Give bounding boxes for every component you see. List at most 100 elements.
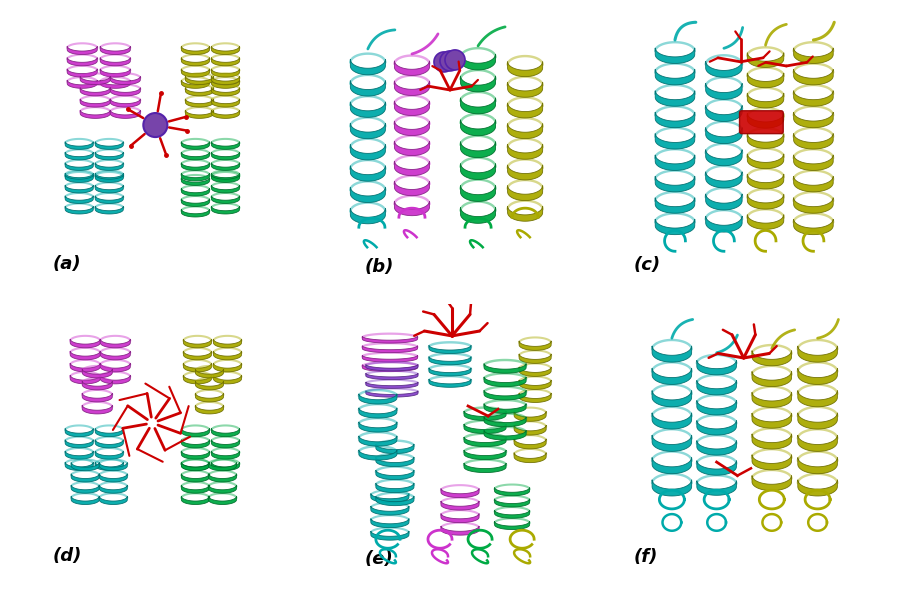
Polygon shape [182, 463, 210, 471]
Polygon shape [514, 425, 546, 435]
Polygon shape [461, 164, 496, 180]
Polygon shape [461, 54, 496, 70]
Polygon shape [65, 142, 94, 149]
Polygon shape [359, 450, 397, 460]
Polygon shape [95, 162, 123, 170]
Polygon shape [209, 485, 237, 493]
Polygon shape [519, 367, 551, 377]
Polygon shape [508, 186, 543, 200]
Polygon shape [747, 174, 784, 189]
Polygon shape [652, 368, 691, 384]
Polygon shape [71, 485, 99, 493]
Polygon shape [655, 112, 695, 127]
Polygon shape [95, 196, 123, 203]
Polygon shape [697, 400, 736, 415]
Polygon shape [212, 162, 239, 170]
Polygon shape [111, 110, 140, 119]
Polygon shape [212, 196, 239, 203]
Polygon shape [464, 424, 506, 433]
Polygon shape [371, 506, 409, 515]
Polygon shape [80, 88, 111, 96]
Polygon shape [213, 363, 241, 372]
Polygon shape [65, 451, 94, 459]
Text: (b): (b) [364, 259, 394, 276]
Polygon shape [213, 339, 241, 348]
Polygon shape [508, 165, 543, 180]
Polygon shape [182, 451, 210, 459]
Polygon shape [95, 142, 123, 149]
Polygon shape [363, 355, 418, 362]
Polygon shape [747, 53, 784, 68]
Polygon shape [82, 405, 112, 414]
Polygon shape [464, 437, 506, 447]
Polygon shape [697, 441, 736, 455]
Polygon shape [182, 496, 210, 505]
Polygon shape [100, 351, 130, 360]
Polygon shape [350, 81, 385, 96]
Polygon shape [212, 185, 239, 193]
Polygon shape [350, 165, 385, 181]
Polygon shape [95, 206, 123, 214]
Polygon shape [111, 76, 140, 85]
Polygon shape [652, 457, 691, 474]
Polygon shape [182, 80, 210, 88]
Polygon shape [794, 48, 833, 63]
Polygon shape [371, 518, 409, 528]
Polygon shape [185, 99, 213, 107]
Polygon shape [182, 58, 210, 66]
Polygon shape [797, 391, 837, 407]
Polygon shape [100, 375, 130, 384]
Polygon shape [441, 526, 479, 535]
Polygon shape [100, 69, 130, 77]
Polygon shape [706, 172, 742, 188]
Polygon shape [752, 413, 792, 428]
Polygon shape [80, 110, 111, 119]
FancyBboxPatch shape [740, 111, 783, 133]
Polygon shape [464, 463, 506, 473]
Polygon shape [366, 382, 418, 388]
Polygon shape [441, 514, 479, 522]
Polygon shape [182, 142, 210, 149]
Polygon shape [394, 101, 429, 116]
Polygon shape [82, 381, 112, 390]
Polygon shape [70, 339, 100, 348]
Polygon shape [794, 155, 833, 170]
Polygon shape [794, 197, 833, 213]
Polygon shape [212, 142, 239, 149]
Polygon shape [212, 110, 239, 119]
Polygon shape [350, 187, 385, 202]
Polygon shape [706, 194, 742, 210]
Polygon shape [376, 444, 414, 454]
Polygon shape [495, 499, 529, 507]
Polygon shape [82, 393, 112, 402]
Polygon shape [68, 46, 97, 55]
Polygon shape [441, 489, 479, 498]
Polygon shape [182, 209, 210, 217]
Polygon shape [464, 411, 506, 420]
Polygon shape [655, 91, 695, 106]
Polygon shape [655, 219, 695, 235]
Polygon shape [794, 219, 833, 235]
Polygon shape [184, 363, 212, 372]
Circle shape [143, 113, 167, 137]
Polygon shape [65, 162, 94, 170]
Polygon shape [209, 474, 237, 482]
Polygon shape [747, 154, 784, 168]
Polygon shape [212, 58, 239, 66]
Polygon shape [747, 73, 784, 88]
Polygon shape [213, 375, 241, 384]
Polygon shape [350, 145, 385, 160]
Polygon shape [752, 434, 792, 449]
Polygon shape [655, 197, 695, 213]
Polygon shape [461, 208, 496, 224]
Polygon shape [99, 463, 127, 471]
Polygon shape [195, 381, 223, 390]
Polygon shape [652, 346, 691, 362]
Polygon shape [182, 173, 210, 181]
Polygon shape [484, 390, 526, 400]
Polygon shape [350, 102, 385, 117]
Polygon shape [484, 364, 526, 373]
Polygon shape [184, 339, 212, 348]
Polygon shape [495, 510, 529, 518]
Polygon shape [508, 62, 543, 76]
